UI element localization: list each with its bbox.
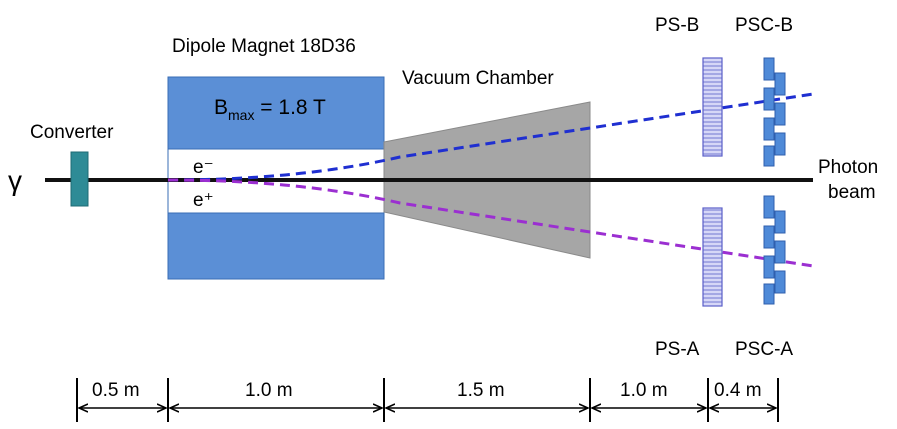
dim-label-magnet: 1.0 m <box>245 380 293 401</box>
dipole-magnet <box>167 76 385 280</box>
dim-label-chamber-ps: 1.0 m <box>620 380 668 401</box>
converter-target <box>70 151 89 207</box>
psc-a-counters <box>763 195 786 305</box>
gamma-label: γ <box>8 165 22 196</box>
psc-b-counter <box>774 102 786 126</box>
ps-a-detector <box>702 207 723 307</box>
psc-b-counter <box>763 117 775 141</box>
ps-b-label: PS-B <box>655 15 699 36</box>
photon-label: Photon <box>818 157 878 178</box>
positron-track <box>167 178 814 268</box>
magnet-upper-pole <box>167 76 385 150</box>
electron-label: e⁻ <box>193 157 214 178</box>
ps-a-label: PS-A <box>655 339 700 360</box>
positron-label: e⁺ <box>193 190 214 211</box>
converter-label: Converter <box>30 122 114 143</box>
magnet-lower-pole <box>167 212 385 280</box>
psc-a-counter <box>763 195 775 219</box>
psc-b-counter <box>763 57 775 81</box>
psc-b-counter <box>763 145 775 167</box>
psc-a-label: PSC-A <box>735 339 793 360</box>
ps-b-detector <box>702 57 723 157</box>
psc-b-counter <box>763 87 775 111</box>
psc-b-label: PSC-B <box>735 15 793 36</box>
psc-b-counter <box>774 72 786 96</box>
bmax-label: Bmax = 1.8 T <box>214 96 326 123</box>
psc-a-counter <box>774 240 786 264</box>
psc-a-counter <box>774 210 786 234</box>
psc-a-counter <box>763 255 775 279</box>
psc-a-counter <box>763 283 775 305</box>
dimension-ticks <box>76 378 779 422</box>
psc-a-counter <box>763 225 775 249</box>
vacuum-chamber-label: Vacuum Chamber <box>402 68 554 89</box>
psc-b-counter <box>774 132 786 156</box>
dim-label-converter-magnet: 0.5 m <box>92 380 140 401</box>
dipole-magnet-title: Dipole Magnet 18D36 <box>172 36 356 57</box>
psc-b-counters <box>763 57 786 167</box>
dim-label-chamber: 1.5 m <box>457 380 505 401</box>
dim-label-ps-psc: 0.4 m <box>714 380 762 401</box>
beam-label: beam <box>828 182 876 203</box>
psc-a-counter <box>774 270 786 294</box>
